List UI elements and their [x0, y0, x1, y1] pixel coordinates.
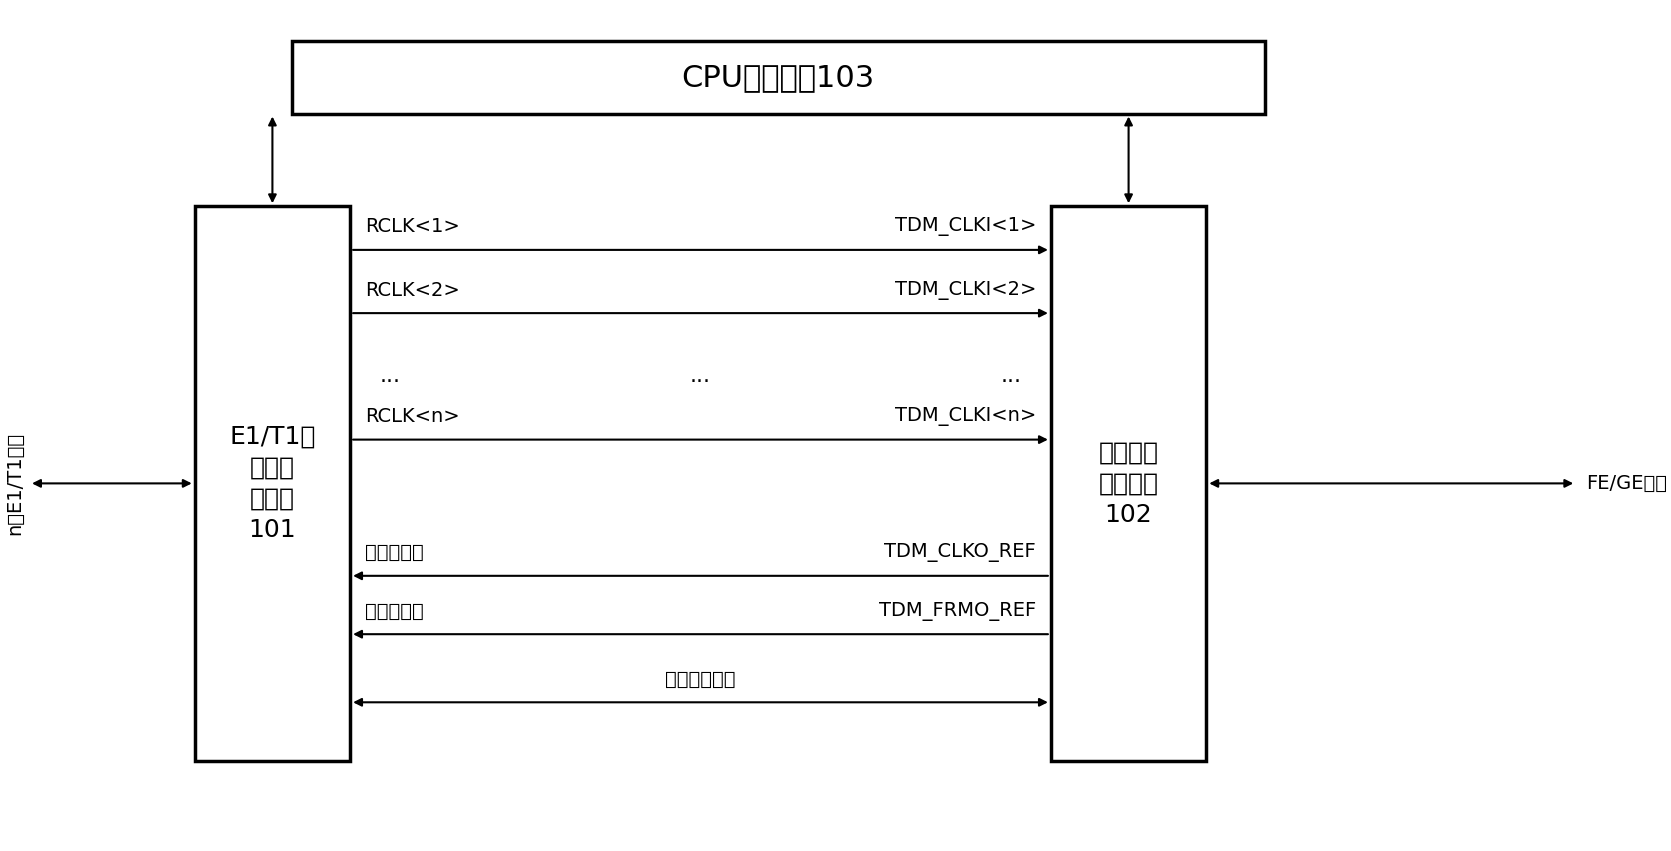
- FancyBboxPatch shape: [1051, 206, 1206, 761]
- Text: E1/T1线: E1/T1线: [229, 425, 316, 448]
- Text: 接口及: 接口及: [251, 456, 294, 480]
- Text: RCLK<1>: RCLK<1>: [364, 217, 460, 237]
- Text: 101: 101: [249, 518, 296, 542]
- FancyBboxPatch shape: [292, 41, 1265, 114]
- Text: TDM_FRMO_REF: TDM_FRMO_REF: [879, 602, 1036, 620]
- Text: 功能设备: 功能设备: [1098, 471, 1158, 495]
- Text: 数据收发接口: 数据收发接口: [665, 670, 735, 688]
- Text: 位同步时钟: 位同步时钟: [364, 543, 423, 563]
- Text: 帧同步时钟: 帧同步时钟: [364, 602, 423, 620]
- FancyBboxPatch shape: [194, 206, 351, 761]
- Text: RCLK<2>: RCLK<2>: [364, 281, 460, 300]
- Text: ...: ...: [1001, 367, 1021, 386]
- Text: ...: ...: [379, 367, 401, 386]
- Text: 成帧器: 成帧器: [251, 487, 294, 511]
- Text: TDM_CLKI<n>: TDM_CLKI<n>: [896, 407, 1036, 426]
- Text: 电路仿真: 电路仿真: [1098, 440, 1158, 465]
- Text: 102: 102: [1105, 503, 1153, 527]
- Text: CPU控制设备103: CPU控制设备103: [682, 63, 876, 92]
- Text: ...: ...: [690, 367, 710, 386]
- Text: n路E1/T1接口: n路E1/T1接口: [5, 431, 25, 535]
- Text: TDM_CLKI<1>: TDM_CLKI<1>: [894, 217, 1036, 237]
- Text: RCLK<n>: RCLK<n>: [364, 407, 460, 426]
- Text: TDM_CLKI<2>: TDM_CLKI<2>: [894, 281, 1036, 300]
- Text: FE/GE接口: FE/GE接口: [1586, 474, 1668, 493]
- Text: TDM_CLKO_REF: TDM_CLKO_REF: [884, 543, 1036, 563]
